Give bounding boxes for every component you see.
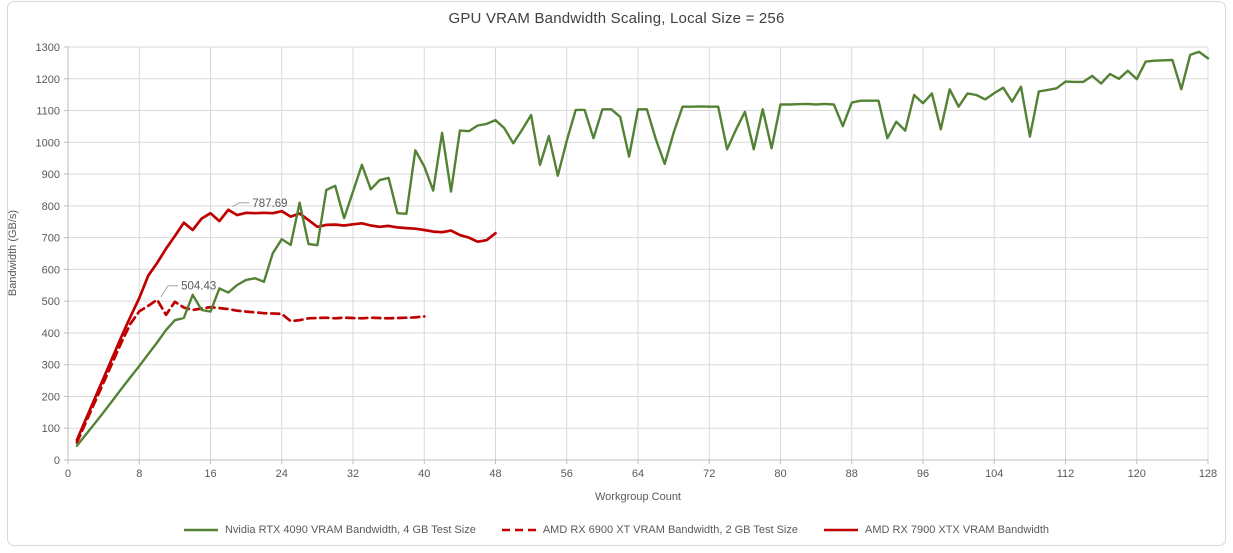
y-tick-label: 700 (42, 233, 60, 245)
annotation-leader-line (160, 285, 179, 298)
series-line-rtx-4090 (75, 50, 1210, 447)
y-tick-label: 1000 (36, 137, 60, 149)
data-label: 504.43 (181, 281, 216, 293)
x-axis-title: Workgroup Count (594, 491, 681, 503)
y-tick-label: 1200 (36, 74, 60, 86)
annotation-leader-line (232, 202, 250, 208)
y-tick-label: 800 (42, 201, 60, 213)
x-tick-label: 88 (846, 468, 858, 480)
series-line-rx-7900-xtx (75, 208, 497, 442)
legend-label: Nvidia RTX 4090 VRAM Bandwidth, 4 GB Tes… (224, 524, 476, 536)
x-tick-label: 48 (489, 468, 501, 480)
legend-swatch-solid-line (183, 528, 218, 532)
y-tick-label: 100 (42, 423, 60, 435)
y-tick-label: 600 (42, 264, 60, 276)
x-tick-label: 0 (65, 468, 71, 480)
x-tick-label: 72 (703, 468, 715, 480)
y-tick-label: 900 (42, 169, 60, 181)
x-tick-label: 32 (347, 468, 359, 480)
x-tick-label: 128 (1199, 468, 1217, 480)
y-tick-label: 1300 (36, 42, 60, 54)
x-tick-label: 104 (985, 468, 1003, 480)
series-line-rx-6900-xt (75, 298, 426, 444)
legend-swatch-dashed-line (501, 528, 536, 532)
legend-label: AMD RX 6900 XT VRAM Bandwidth, 2 GB Test… (542, 524, 798, 536)
legend: Nvidia RTX 4090 VRAM Bandwidth, 4 GB Tes… (0, 524, 1233, 536)
y-tick-label: 0 (54, 455, 60, 467)
x-tick-label: 24 (276, 468, 288, 480)
legend-item: AMD RX 6900 XT VRAM Bandwidth, 2 GB Test… (501, 524, 798, 536)
x-tick-label: 112 (1057, 468, 1075, 480)
y-tick-label: 400 (42, 328, 60, 340)
chart-title: GPU VRAM Bandwidth Scaling, Local Size =… (448, 10, 785, 27)
data-label: 787.69 (252, 198, 287, 210)
legend-item: Nvidia RTX 4090 VRAM Bandwidth, 4 GB Tes… (183, 524, 476, 536)
x-tick-label: 56 (561, 468, 573, 480)
y-tick-label: 200 (42, 391, 60, 403)
x-tick-label: 16 (204, 468, 216, 480)
y-tick-label: 300 (42, 360, 60, 372)
x-tick-label: 64 (632, 468, 644, 480)
y-tick-label: 1100 (36, 106, 60, 118)
legend-swatch-solid-line (824, 528, 858, 532)
y-tick-label: 500 (42, 296, 60, 308)
x-tick-label: 8 (136, 468, 142, 480)
x-tick-label: 80 (774, 468, 786, 480)
y-axis-title: Bandwidth (GB/s) (7, 209, 19, 297)
legend-item: AMD RX 7900 XTX VRAM Bandwidth (824, 524, 1049, 536)
x-tick-label: 40 (418, 468, 430, 480)
x-tick-label: 96 (917, 468, 929, 480)
x-tick-label: 120 (1128, 468, 1146, 480)
legend-label: AMD RX 7900 XTX VRAM Bandwidth (865, 524, 1050, 536)
